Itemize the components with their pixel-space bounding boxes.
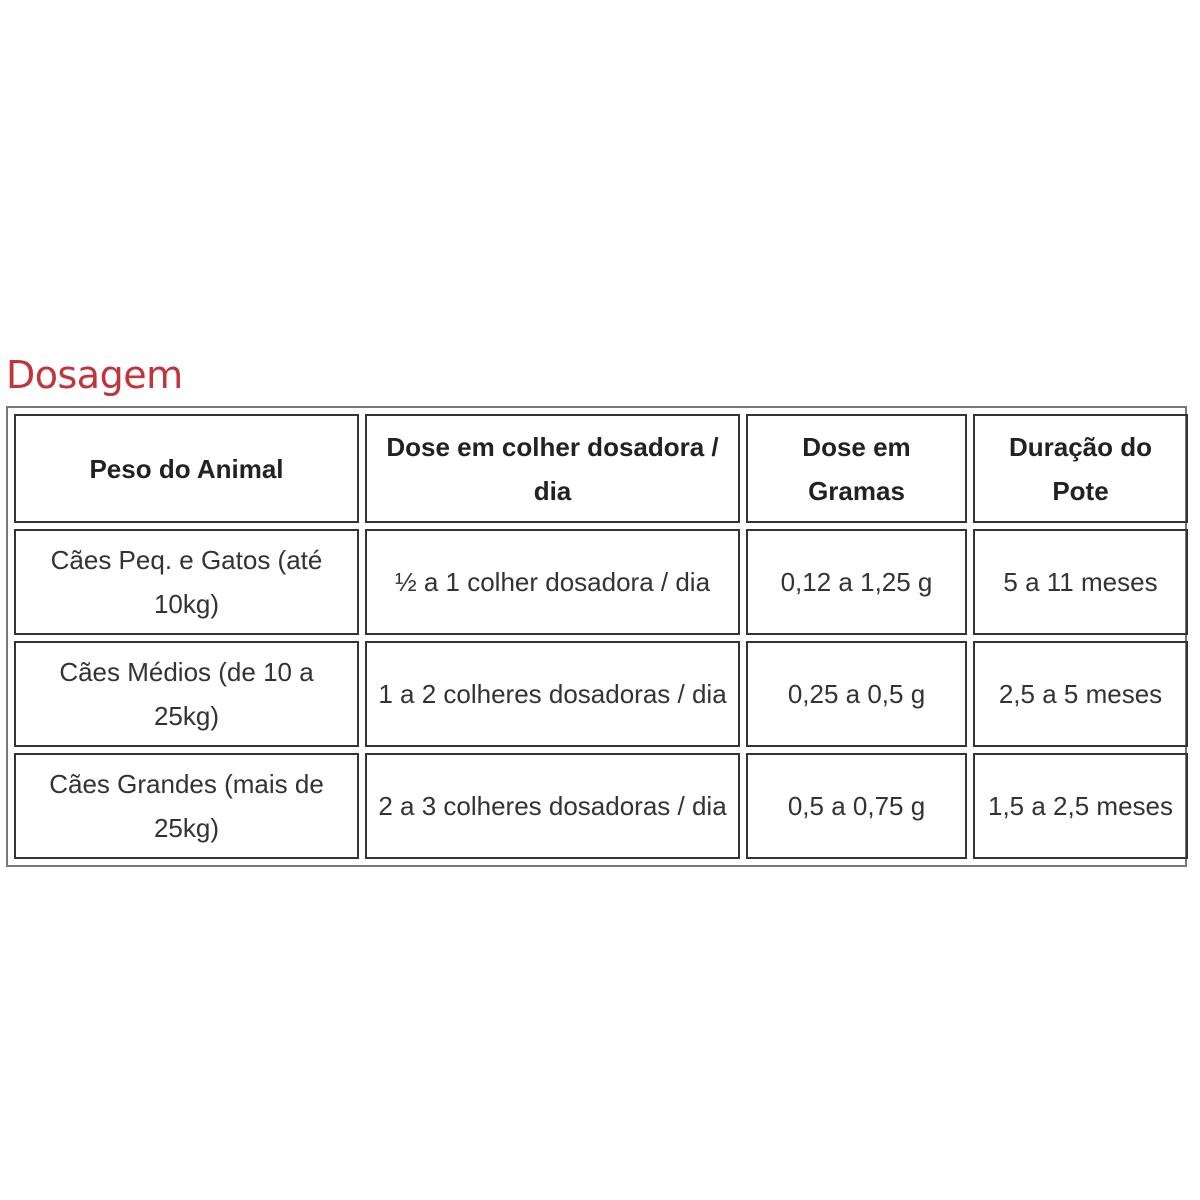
cell-dose-grams: 0,25 a 0,5 g (746, 641, 967, 747)
header-dose-spoon: Dose em colher dosadora / dia (365, 414, 740, 523)
table-row: Cães Peq. e Gatos (até 10kg) ½ a 1 colhe… (14, 529, 1188, 635)
table-row: Cães Grandes (mais de 25kg) 2 a 3 colher… (14, 753, 1188, 859)
cell-weight: Cães Médios (de 10 a 25kg) (14, 641, 359, 747)
cell-dose-grams: 0,5 a 0,75 g (746, 753, 967, 859)
cell-dose-spoon: 1 a 2 colheres dosadoras / dia (365, 641, 740, 747)
header-weight: Peso do Animal (14, 414, 359, 523)
table-header-row: Peso do Animal Dose em colher dosadora /… (14, 414, 1188, 523)
cell-weight: Cães Peq. e Gatos (até 10kg) (14, 529, 359, 635)
dosage-table: Peso do Animal Dose em colher dosadora /… (6, 406, 1188, 867)
section-title: Dosagem (6, 353, 183, 398)
cell-dose-grams: 0,12 a 1,25 g (746, 529, 967, 635)
cell-dose-spoon: 2 a 3 colheres dosadoras / dia (365, 753, 740, 859)
cell-duration: 1,5 a 2,5 meses (973, 753, 1188, 859)
cell-weight: Cães Grandes (mais de 25kg) (14, 753, 359, 859)
header-dose-grams: Dose em Gramas (746, 414, 967, 523)
cell-dose-spoon: ½ a 1 colher dosadora / dia (365, 529, 740, 635)
table-row: Cães Médios (de 10 a 25kg) 1 a 2 colhere… (14, 641, 1188, 747)
header-duration: Duração do Pote (973, 414, 1188, 523)
cell-duration: 2,5 a 5 meses (973, 641, 1188, 747)
cell-duration: 5 a 11 meses (973, 529, 1188, 635)
